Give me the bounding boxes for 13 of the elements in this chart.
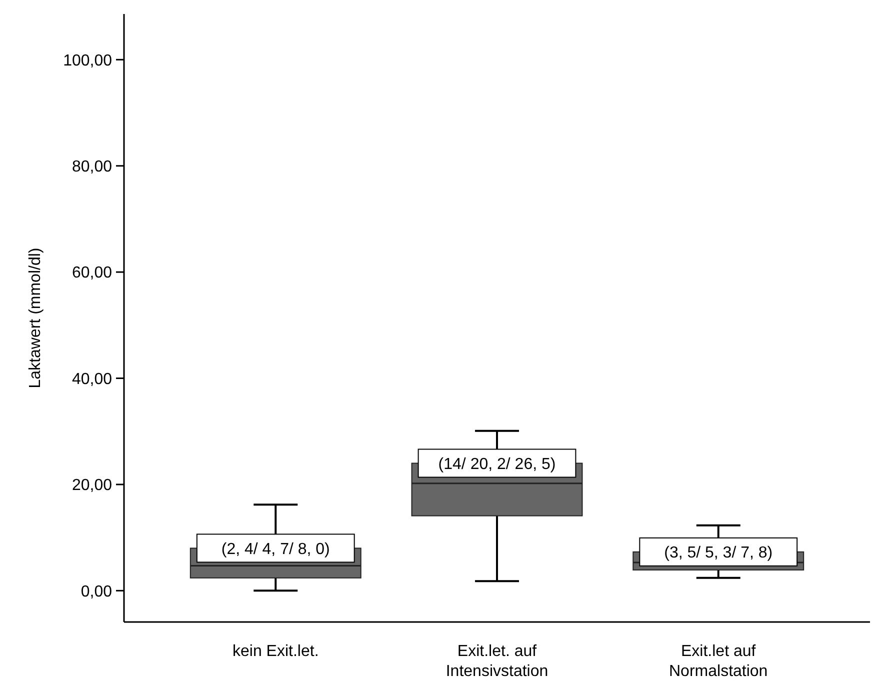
annotation: (14/ 20, 2/ 26, 5)	[438, 456, 556, 473]
y-tick-label: 40,00	[72, 370, 112, 388]
y-tick-label: 20,00	[72, 477, 112, 494]
y-tick-label: 100,00	[63, 52, 112, 70]
annotation: (2, 4/ 4, 7/ 8, 0)	[221, 540, 330, 558]
x-tick-label: kein Exit.let.	[232, 643, 319, 660]
annotation: (3, 5/ 5, 3/ 7, 8)	[664, 544, 773, 562]
x-tick-label: Exit.let. auf Intensivstation	[446, 643, 548, 680]
y-tick-label: 80,00	[72, 158, 112, 176]
y-tick-label: 0,00	[80, 583, 112, 600]
x-tick-label: Exit.let auf Normalstation	[669, 643, 768, 680]
y-axis-title: Laktawert (mmol/dl)	[27, 248, 44, 388]
y-tick-label: 60,00	[72, 264, 112, 282]
